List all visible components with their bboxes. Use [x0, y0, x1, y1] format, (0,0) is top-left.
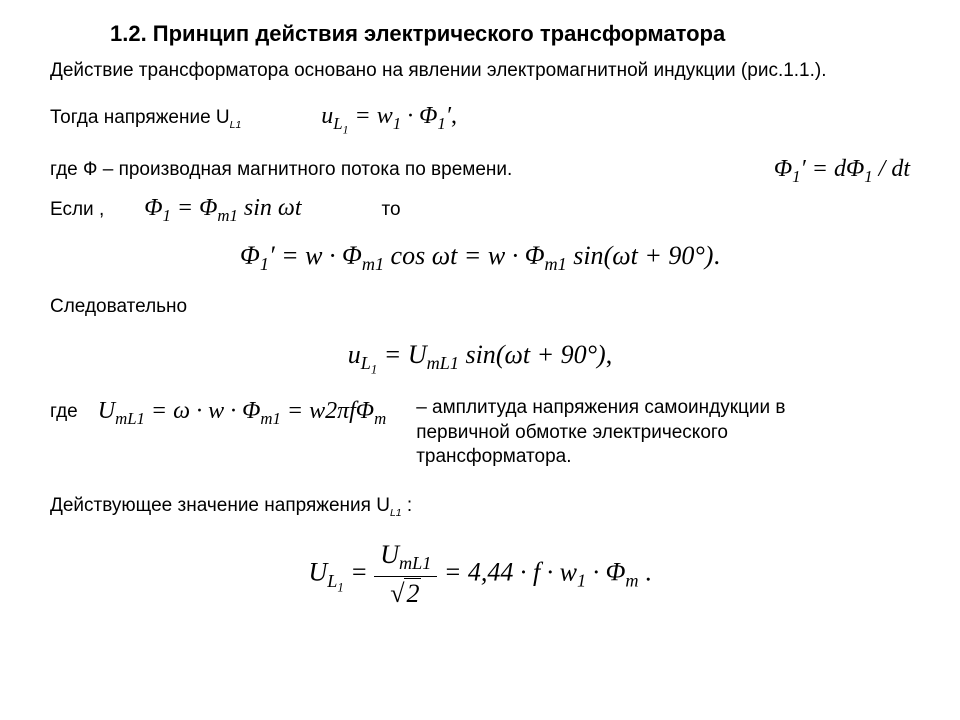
- text-amplitude-desc: – амплитуда напряжения самоиндукции в пе…: [416, 396, 796, 470]
- intro-paragraph: Действие трансформатора основано на явле…: [50, 59, 910, 84]
- line-amplitude: где UmL1 = ω · w · Φm1 = w2πfΦm – амплит…: [50, 396, 910, 470]
- line-derivative: где Ф – производная магнитного потока по…: [50, 154, 910, 188]
- formula-uml1: UmL1 = ω · w · Φm1 = w2πfΦm: [98, 396, 386, 430]
- text-where: где: [50, 396, 78, 425]
- text-rms: Действующее значение напряжения UL1 :: [50, 494, 910, 520]
- formula-ul1-sin: uL1 = UmL1 sin(ωt + 90°),: [50, 338, 910, 378]
- sub-l1: L1: [230, 120, 242, 131]
- text-then-voltage: Тогда напряжение U: [50, 107, 230, 128]
- text-derivative: где Ф – производная магнитного потока по…: [50, 158, 774, 183]
- formula-phi-prime: Φ1′ = w · Φm1 cos ωt = w · Φm1 sin(ωt + …: [50, 239, 910, 277]
- line-if: Если , Φ1 = Φm1 sin ωt то: [50, 193, 910, 227]
- text-if: Если ,: [50, 198, 104, 223]
- formula-ul1: uL1 = w1 · Φ1′,: [321, 101, 457, 137]
- section-title: 1.2. Принцип действия электрического тра…: [50, 20, 910, 49]
- text-therefore: Следовательно: [50, 295, 910, 320]
- formula-rms: UL1 = UmL1 √2 = 4,44 · f · w1 · Φm .: [50, 538, 910, 611]
- line-voltage: Тогда напряжение UL1 uL1 = w1 · Φ1′,: [50, 101, 910, 137]
- formula-dphi: Φ1′ = dΦ1 / dt: [774, 154, 910, 188]
- formula-phi-sin: Φ1 = Φm1 sin ωt: [144, 193, 301, 227]
- text-then: то: [382, 198, 401, 223]
